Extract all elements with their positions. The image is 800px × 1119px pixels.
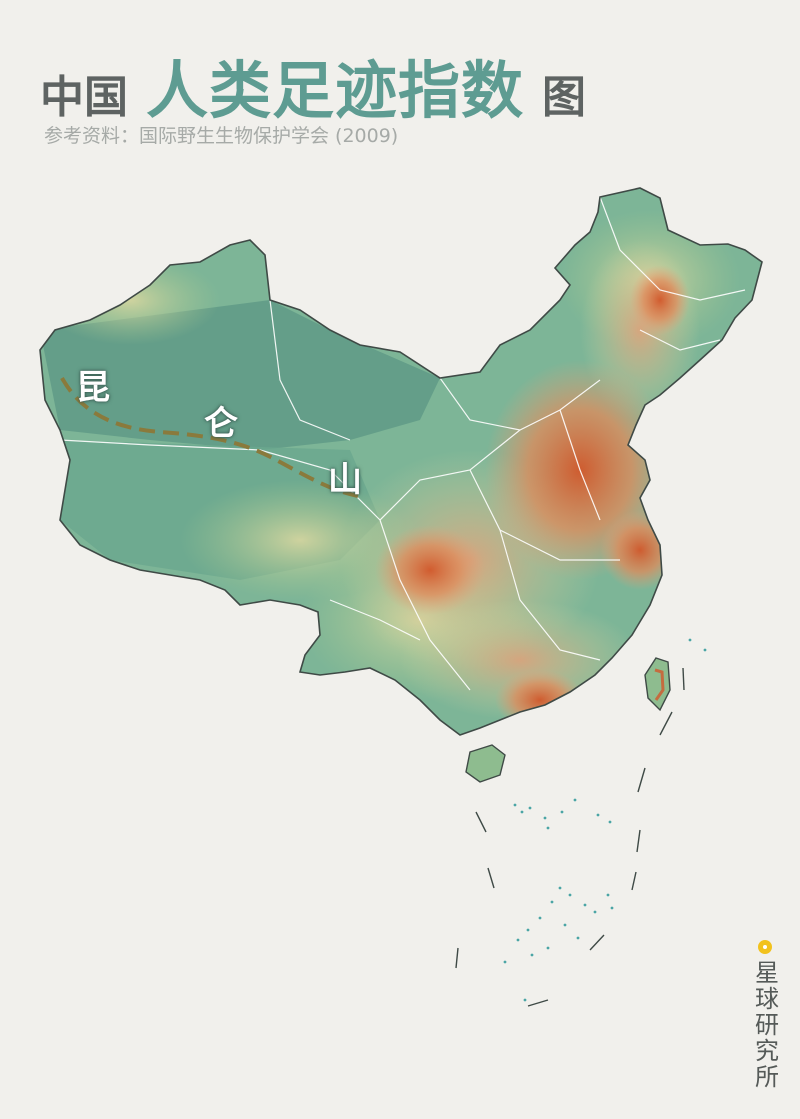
title-highlight: 人类足迹指数 [146,54,525,127]
title-suffix: 图 [542,72,587,123]
map-label-kun: 昆 [76,368,110,408]
china-outline [39,187,763,736]
kunlun-mountain-line [60,377,359,498]
brand-name: 星球研究所 [750,960,779,1090]
south-china-sea-islands [503,638,707,1002]
hainan-island [465,744,506,783]
south-china-sea-boundary [455,667,685,1007]
taiwan-island [644,657,671,712]
subtitle: 参考资料：国际野生生物保护学会 (2009) [44,125,399,147]
circle-logo-icon [758,940,772,954]
map-label-shan: 山 [328,460,362,500]
title: 中国 人类足迹指数 图 [40,40,586,130]
brand: 星球研究所 [750,940,780,1090]
map-label-lun: 仑 [204,404,238,444]
title-prefix: 中国 [40,72,128,123]
